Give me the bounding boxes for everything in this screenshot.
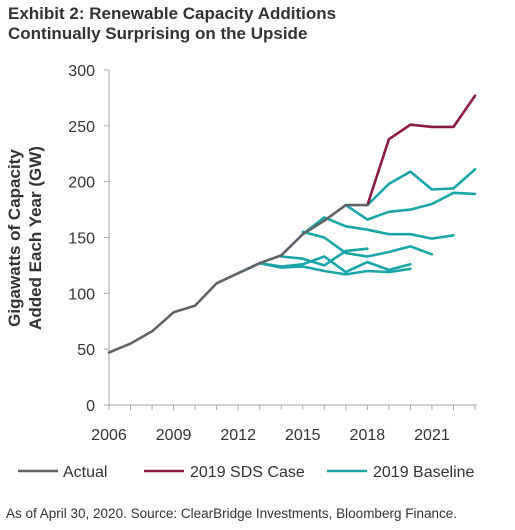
x-tick-label: 2021 bbox=[414, 427, 450, 444]
legend-label-baseline: 2019 Baseline bbox=[373, 464, 475, 481]
y-tick-label: 200 bbox=[68, 175, 95, 192]
series-line-actual bbox=[107, 203, 369, 354]
x-tick-label: 2018 bbox=[350, 427, 386, 444]
y-tick-label: 150 bbox=[68, 231, 95, 248]
series-line-baseline-5 bbox=[301, 230, 434, 258]
y-tick-label: 0 bbox=[86, 398, 95, 415]
x-tick-label: 2012 bbox=[220, 427, 256, 444]
source-footnote: As of April 30, 2020. Source: ClearBridg… bbox=[6, 506, 457, 521]
y-tick-label: 50 bbox=[77, 342, 95, 359]
y-tick-label: 250 bbox=[68, 119, 95, 136]
line-chart: 0 50 100 150 200 250 300 2006 2009 2012 2015 2018 20… bbox=[18, 63, 477, 481]
x-tick-label: 2015 bbox=[285, 427, 321, 444]
series-line-baseline-2 bbox=[366, 168, 477, 207]
chart-title: Exhibit 2: Renewable Capacity Additions … bbox=[8, 4, 508, 44]
series-line-baseline-8 bbox=[236, 261, 412, 276]
chart-title-line-2: Continually Surprising on the Upside bbox=[8, 24, 308, 43]
legend-label-sds: 2019 SDS Case bbox=[190, 464, 305, 481]
y-tick-label: 100 bbox=[68, 286, 95, 303]
series-line-baseline-6 bbox=[279, 247, 369, 267]
chart-title-line-1: Exhibit 2: Renewable Capacity Additions bbox=[8, 4, 337, 23]
series-line-sds-case bbox=[366, 94, 477, 207]
series-line-baseline-3 bbox=[344, 191, 477, 221]
y-tick-label: 300 bbox=[68, 63, 95, 80]
legend-label-actual: Actual bbox=[63, 464, 107, 481]
x-tick-label: 2009 bbox=[156, 427, 192, 444]
x-tick-label: 2006 bbox=[91, 427, 127, 444]
